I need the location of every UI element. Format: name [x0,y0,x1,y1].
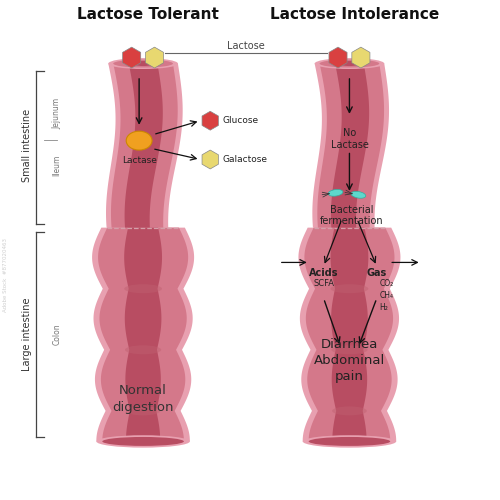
Polygon shape [146,47,164,68]
Text: Lactase: Lactase [122,156,156,164]
Text: Large intestine: Large intestine [22,298,32,372]
Ellipse shape [308,437,390,446]
Polygon shape [331,64,369,228]
Polygon shape [106,64,182,228]
Text: Lactose Tolerant: Lactose Tolerant [77,8,219,22]
Text: Colon: Colon [52,324,62,345]
Text: Gas: Gas [366,268,387,278]
Text: Acids: Acids [309,268,338,278]
Ellipse shape [125,346,161,354]
Ellipse shape [320,60,380,68]
Text: No
Lactase: No Lactase [330,128,368,150]
Text: Bacterial
fermentation: Bacterial fermentation [320,205,384,227]
Polygon shape [330,228,368,442]
Text: Small intestine: Small intestine [22,109,32,182]
Polygon shape [111,64,178,228]
Ellipse shape [302,435,396,448]
Ellipse shape [328,190,343,196]
Polygon shape [98,228,188,442]
Ellipse shape [114,60,173,68]
Polygon shape [202,150,218,169]
Text: Ileum: Ileum [52,155,62,176]
Ellipse shape [330,284,368,293]
Polygon shape [122,47,140,68]
Polygon shape [92,228,194,442]
Ellipse shape [126,131,152,150]
Polygon shape [312,64,389,228]
Text: Normal
digestion: Normal digestion [112,384,174,414]
Text: Adobe Stock  #877020463: Adobe Stock #877020463 [4,238,8,312]
Ellipse shape [126,406,160,416]
Polygon shape [352,47,370,68]
Polygon shape [298,228,400,442]
Text: Glucose: Glucose [222,116,258,125]
Polygon shape [304,228,394,442]
Text: SCFA: SCFA [313,280,334,288]
Text: Jejunum: Jejunum [52,98,62,129]
Ellipse shape [108,58,178,69]
Ellipse shape [338,61,360,66]
Ellipse shape [96,435,190,448]
Ellipse shape [351,192,366,198]
Text: Diarrhea
Abdominal
pain: Diarrhea Abdominal pain [314,338,385,383]
Text: Lactose: Lactose [228,40,265,50]
Polygon shape [318,64,384,228]
Polygon shape [202,112,218,130]
Polygon shape [329,47,347,68]
Ellipse shape [124,284,162,293]
Ellipse shape [132,61,154,66]
Ellipse shape [102,437,184,446]
Ellipse shape [332,346,368,354]
Text: CO₂
CH₄
H₂: CO₂ CH₄ H₂ [380,280,394,312]
Ellipse shape [332,406,367,416]
Polygon shape [124,228,162,442]
Text: Lactose Intolerance: Lactose Intolerance [270,8,439,22]
Text: Galactose: Galactose [222,155,267,164]
Polygon shape [124,64,163,228]
Ellipse shape [314,58,384,69]
